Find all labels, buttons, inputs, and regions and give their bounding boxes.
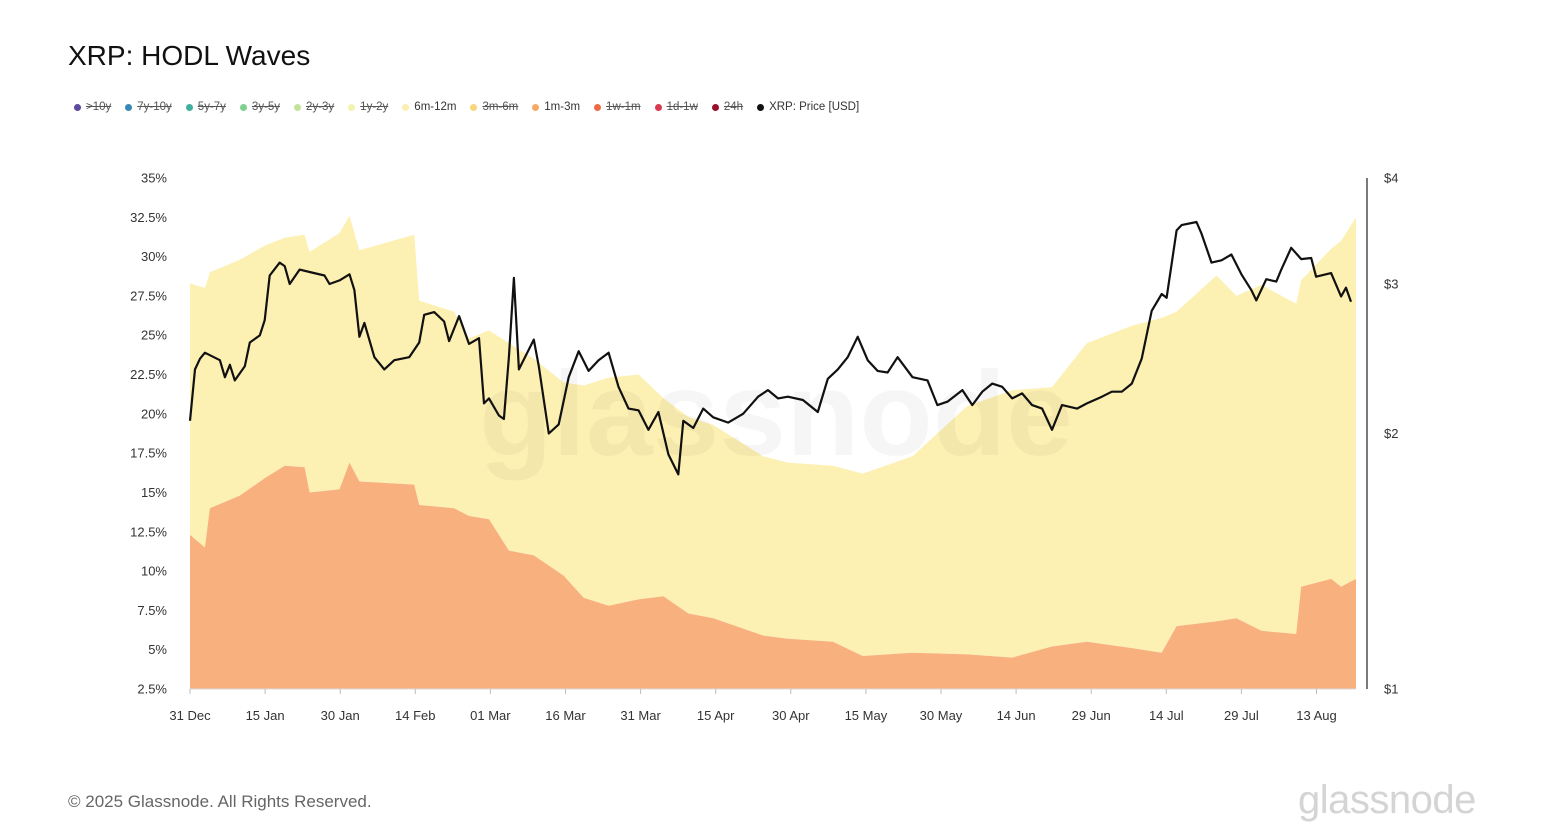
x-tick-label: 31 Dec [169, 708, 211, 723]
price-layer [188, 220, 1353, 476]
y-left-tick-label: 25% [141, 328, 167, 343]
x-tick-label: 15 Apr [697, 708, 735, 723]
legend-label: 1m-3m [544, 101, 581, 113]
legend-label: >10y [86, 101, 112, 113]
legend-item-0[interactable]: >10y [74, 101, 111, 113]
y-left-tick-label: 12.5% [130, 524, 167, 539]
legend-label: 1w-1m [606, 101, 641, 113]
y-left-tick-label: 7.5% [137, 603, 167, 618]
area-6m-12m [190, 215, 1356, 658]
x-tick-label: 15 May [845, 708, 888, 723]
x-tick-label: 30 Jan [321, 708, 360, 723]
legend-dot [470, 103, 478, 111]
legend-dot [348, 103, 356, 111]
legend-dot [402, 103, 410, 111]
x-tick-label: 31 Mar [620, 708, 661, 723]
legend-dot [294, 103, 302, 111]
x-tick-label: 29 Jul [1224, 708, 1259, 723]
legend-label: 6m-12m [414, 101, 457, 113]
area-1m-3m [190, 462, 1356, 689]
price-line [188, 220, 1353, 476]
legend-label: 3m-6m [482, 101, 519, 113]
legend-label: XRP: Price [USD] [769, 101, 860, 113]
y-right-tick-label: $3 [1384, 277, 1398, 292]
y-left-tick-label: 30% [141, 249, 167, 264]
legend-label: 1d-1w [666, 101, 698, 113]
axes-layer: 2.5% 5% 7.5% 10% 12.5% 15% 17.5% 20% 22.5% 25% 27.… [130, 171, 1398, 724]
legend-label: 1y-2y [360, 101, 389, 113]
legend-dot [74, 103, 81, 111]
legend-item-7[interactable]: 3m-6m [470, 101, 518, 113]
legend-item-1[interactable]: 7y-10y [125, 101, 172, 113]
legend-item-8[interactable]: 1m-3m [532, 101, 580, 113]
legend-item-12[interactable]: XRP: Price [USD] [757, 101, 859, 113]
legend-item-4[interactable]: 2y-3y [294, 101, 334, 113]
y-left-tick-label: 32.5% [130, 210, 167, 225]
x-tick-label: 30 May [920, 708, 963, 723]
y-left-tick-label: 5% [148, 642, 167, 657]
legend-label: 2y-3y [306, 101, 335, 113]
y-left-tick-label: 35% [141, 171, 167, 186]
x-tick-label: 16 Mar [545, 708, 586, 723]
y-left-tick-label: 20% [141, 406, 167, 421]
legend-item-11[interactable]: 24h [711, 101, 744, 113]
x-tick-label: 14 Jun [997, 708, 1036, 723]
y-left-tick-label: 10% [141, 564, 167, 579]
legend-dot [125, 103, 133, 111]
legend-dot [757, 103, 765, 111]
legend-item-5[interactable]: 1y-2y [348, 101, 388, 113]
brand-logo: glassnode [1298, 778, 1476, 822]
legend-item-9[interactable]: 1w-1m [594, 101, 641, 113]
x-tick-label: 30 Apr [772, 708, 810, 723]
legend-item-6[interactable]: 6m-12m [402, 101, 456, 113]
x-tick-label: 14 Feb [395, 708, 435, 723]
y-left-tick-label: 2.5% [137, 682, 167, 697]
y-left-tick-label: 17.5% [130, 446, 167, 461]
y-left-tick-label: 27.5% [130, 288, 167, 303]
x-tick-label: 01 Mar [470, 708, 511, 723]
y-right-tick-label: $4 [1384, 171, 1398, 186]
legend-item-10[interactable]: 1d-1w [654, 101, 698, 113]
y-left-tick-label: 15% [141, 485, 167, 500]
legend-label: 7y-10y [137, 101, 172, 113]
legend-dot [239, 103, 247, 111]
x-tick-label: 13 Aug [1296, 708, 1337, 723]
x-tick-label: 14 Jul [1149, 708, 1184, 723]
legend-label: 3y-5y [251, 101, 281, 113]
y-right-tick-label: $2 [1384, 426, 1398, 441]
legend-item-2[interactable]: 5y-7y [185, 101, 226, 113]
legend-dot [654, 103, 662, 111]
x-tick-label: 15 Jan [246, 708, 285, 723]
legend-item-3[interactable]: 3y-5y [239, 101, 281, 113]
legend-label: 5y-7y [197, 101, 226, 113]
legend-dot [185, 103, 193, 111]
x-tick-label: 29 Jun [1072, 708, 1111, 723]
copyright-footer: © 2025 Glassnode. All Rights Reserved. [68, 792, 372, 811]
watermark: glassnode [479, 347, 1073, 481]
legend-dot [532, 103, 540, 111]
chart-title: XRP: HODL Waves [68, 40, 311, 71]
y-right-tick-label: $1 [1384, 682, 1398, 697]
legend-dot [711, 103, 719, 111]
legend-dot [594, 103, 602, 111]
y-left-tick-label: 22.5% [130, 367, 167, 382]
chart-legend: >10y 7y-10y 5y-7y 3y-5y 2y-3y 1y-2y 6m-12m 3m-6… [74, 101, 859, 113]
area-layer [190, 215, 1356, 689]
legend-label: 24h [723, 101, 744, 113]
